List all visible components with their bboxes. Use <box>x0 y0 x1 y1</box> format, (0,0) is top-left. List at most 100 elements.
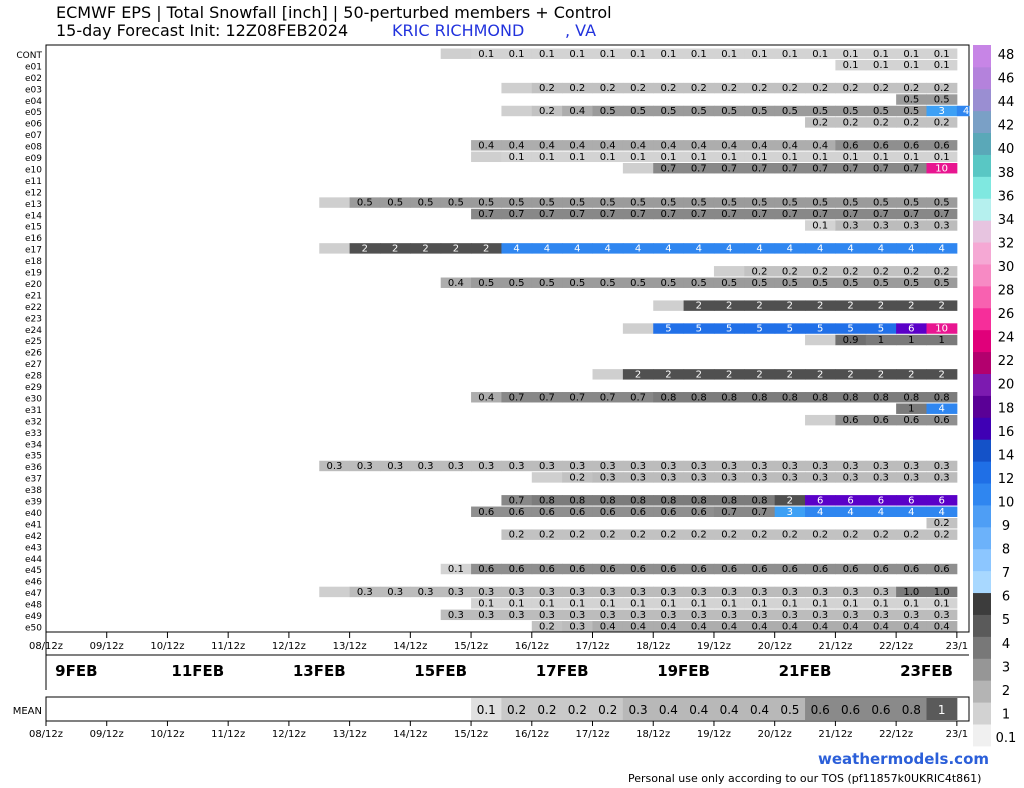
row-label: e22 <box>25 303 42 313</box>
row-label: e36 <box>25 463 42 473</box>
cell-value: 0.5 <box>630 106 646 117</box>
cell-value: 0.2 <box>752 266 768 277</box>
colorbar-label: 36 <box>998 189 1015 204</box>
cell-bar <box>835 82 867 94</box>
cell-value: 0.5 <box>812 106 828 117</box>
cell-value: 0.3 <box>600 472 616 483</box>
brand-label[interactable]: weathermodels.com <box>818 750 990 768</box>
cell-value: 0.5 <box>691 278 707 289</box>
cell-value: 2 <box>938 301 944 312</box>
cell-value: 2 <box>908 301 914 312</box>
cell-value: 5 <box>787 324 793 335</box>
colorbar-segment <box>973 373 991 396</box>
cell-value: 0.1 <box>539 598 555 609</box>
mean-x-tick-label: 13/12z <box>333 729 367 740</box>
cell-value: 0.8 <box>782 392 798 403</box>
cell-bar <box>805 529 836 540</box>
cell-bar <box>622 506 654 517</box>
cell-value: 0.4 <box>630 621 646 632</box>
cell-bar <box>713 82 745 94</box>
colorbar-segment <box>973 132 991 155</box>
colorbar-label: 46 <box>998 72 1015 87</box>
cell-value: 0.8 <box>660 392 676 403</box>
colorbar-label: 28 <box>998 284 1015 299</box>
cell-bar <box>896 529 927 540</box>
cell-value: 0.3 <box>326 461 342 472</box>
cell-bar <box>744 621 776 632</box>
cell-bar <box>683 208 715 220</box>
cell-bar <box>379 586 411 598</box>
row-label: e09 <box>25 154 42 164</box>
cell-bar <box>683 472 715 483</box>
cell-bar <box>865 586 897 598</box>
cell-bar <box>471 277 502 288</box>
cell-bar <box>835 460 867 472</box>
cell-bar <box>531 48 563 59</box>
cell-value: 1 <box>908 335 914 346</box>
cell-value: 0.3 <box>478 461 494 472</box>
cell-value: 2 <box>756 369 762 380</box>
cell-bar <box>744 300 776 311</box>
colorbar-segment <box>973 636 991 659</box>
cell-value: 0.8 <box>569 495 585 506</box>
cell-bar <box>896 82 927 94</box>
cell-value: 4 <box>938 404 944 415</box>
cell-bar <box>865 609 897 621</box>
cell-value: 0.5 <box>569 198 585 209</box>
cell-value: 0.5 <box>660 106 676 117</box>
member-row: 0.5 0.5 0.5 0.5 0.5 0.5 0.5 0.5 0.5 0.5 0.5 0.5 0.5 0… <box>319 197 958 209</box>
cell-bar <box>440 563 472 575</box>
cell-value: 0.1 <box>752 598 768 609</box>
cell-value: 0.7 <box>843 163 859 174</box>
cell-bar <box>592 243 624 254</box>
cell-bar <box>592 609 624 621</box>
cell-value: 0.1 <box>873 152 889 163</box>
row-label: e24 <box>25 326 42 336</box>
x-tick-label: 12/12z <box>272 641 306 652</box>
cell-bar <box>653 586 685 598</box>
cell-bar <box>622 277 654 288</box>
colorbar-label: 10 <box>998 495 1015 510</box>
cell-value: 0.3 <box>903 221 919 232</box>
cell-value: 2 <box>787 369 793 380</box>
cell-value: 0.6 <box>539 564 555 575</box>
cell-value: 0.4 <box>812 621 828 632</box>
cell-bar <box>501 197 533 208</box>
cell-bar <box>774 163 806 174</box>
cell-value: 0.3 <box>873 472 889 483</box>
cell-bar <box>926 621 958 632</box>
cell-value: 0.4 <box>903 621 919 632</box>
cell-value: 0.8 <box>691 495 707 506</box>
date-label: 23FEB <box>900 662 953 680</box>
cell-bar <box>440 277 472 288</box>
cell-value: 0.7 <box>812 209 828 220</box>
cell-value: 0.2 <box>782 266 798 277</box>
cell-bar <box>683 369 715 380</box>
cell-value: 0.1 <box>630 152 646 163</box>
cell-bar <box>896 277 927 288</box>
cell-value: 0.6 <box>691 507 707 518</box>
cell-value: 0.3 <box>903 472 919 483</box>
cell-value: 0.1 <box>782 152 798 163</box>
cell-bar <box>865 495 897 506</box>
cell-value: 0.7 <box>478 209 494 220</box>
cell-bar <box>683 621 715 632</box>
cell-value: 0.3 <box>873 461 889 472</box>
mean-cell <box>683 698 715 720</box>
cell-bar <box>896 208 927 220</box>
cell-bar <box>926 586 958 598</box>
cell-value: 0.6 <box>539 507 555 518</box>
cell-value: 0.5 <box>691 198 707 209</box>
mean-x-tick-label: 22/12z <box>879 729 913 740</box>
colorbar-segment <box>973 417 991 440</box>
colorbar-segment <box>973 45 991 68</box>
cell-bar <box>774 48 806 59</box>
row-label: e28 <box>25 372 42 382</box>
cell-bar <box>926 151 958 163</box>
cell-bar <box>562 529 594 540</box>
cell-bar <box>744 598 776 609</box>
cell-bar <box>865 163 897 174</box>
cell-bar <box>774 323 806 334</box>
cell-bar <box>592 151 624 163</box>
